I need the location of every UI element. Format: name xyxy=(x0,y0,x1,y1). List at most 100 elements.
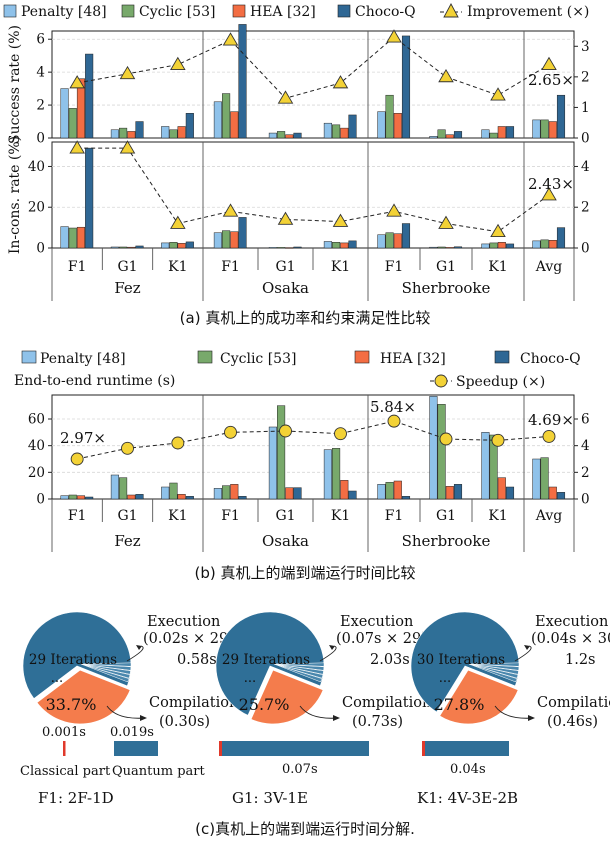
legend-swatch-choco-q xyxy=(337,4,351,18)
legend-label: HEA [32] xyxy=(250,4,316,20)
improvement-marker xyxy=(438,215,454,229)
bar-cyclic xyxy=(119,127,128,139)
bar-hea xyxy=(285,487,294,500)
pie-slice-iteration xyxy=(468,662,520,667)
arrow-head xyxy=(140,715,147,721)
speedup-marker xyxy=(491,433,505,447)
speedup-marker xyxy=(387,414,401,428)
trend-line xyxy=(77,36,550,99)
iterations-label: 29 Iterations xyxy=(222,652,310,668)
execution-total: 2.03s xyxy=(370,652,410,668)
improvement-marker xyxy=(386,203,402,217)
improvement-marker xyxy=(332,213,349,227)
bar-penalty xyxy=(60,495,69,500)
pie-slice-iteration xyxy=(273,663,324,675)
bar-choco-q xyxy=(293,132,302,139)
bar-cyclic xyxy=(385,482,394,500)
y2-tick-label: 0 xyxy=(581,492,590,508)
legend-swatch-hea xyxy=(232,4,246,18)
bar-cyclic xyxy=(437,246,446,249)
speedup-marker xyxy=(171,436,185,450)
bar-cyclic xyxy=(540,239,549,249)
x-tick-label: K1 xyxy=(331,259,350,275)
bar-hea xyxy=(177,126,186,139)
bar-cyclic xyxy=(277,131,286,139)
bar-choco-q xyxy=(401,35,411,139)
bar-penalty xyxy=(323,122,332,139)
y2-tick-label: 1 xyxy=(581,100,590,116)
bar-hea xyxy=(393,480,402,500)
pie-slice-execution xyxy=(410,611,520,713)
bar-cyclic xyxy=(169,242,178,249)
pie-slice-iteration xyxy=(468,663,519,675)
pie-slice-iteration xyxy=(468,663,520,671)
improvement-marker xyxy=(490,223,506,238)
bar-hea xyxy=(230,484,239,500)
runtime-axis-title: End-to-end runtime (s) xyxy=(14,373,175,389)
legend-label: Cyclic [53] xyxy=(139,4,215,20)
bar-penalty xyxy=(213,232,222,249)
improvement-annotation: 2.43× xyxy=(528,175,574,193)
iterations-label: 29 Iterations xyxy=(29,652,117,668)
bar-choco-q xyxy=(505,126,515,139)
bar-hea xyxy=(393,233,402,249)
bar-choco-q xyxy=(185,241,194,249)
x-tick-label: K1 xyxy=(488,259,507,275)
improvement-marker xyxy=(277,211,294,225)
arrow-head xyxy=(136,645,142,650)
ellipsis-label: ... xyxy=(51,671,63,686)
trend-line xyxy=(77,420,550,460)
speedup-annotation: 5.84× xyxy=(370,398,416,416)
bar-penalty xyxy=(481,432,490,500)
bar-penalty xyxy=(213,488,222,500)
bar-hea xyxy=(340,127,349,139)
improvement-marker xyxy=(119,65,136,80)
y2-tick-label: 6 xyxy=(581,412,590,428)
bar-choco-q xyxy=(453,131,463,139)
y2-tick-label: 2 xyxy=(581,200,590,216)
bar-cyclic xyxy=(489,132,498,139)
improvement-marker xyxy=(170,56,186,70)
bar-choco-q xyxy=(453,246,463,249)
speedup-annotation: 2.97× xyxy=(60,429,106,447)
quantum-part-label: Quantum part xyxy=(112,764,205,779)
improvement-marker xyxy=(490,87,506,101)
bar-hea xyxy=(445,247,454,249)
bar-choco-q xyxy=(348,490,357,500)
bar-hea xyxy=(445,134,454,139)
bar-hea xyxy=(127,131,136,139)
speedup-marker xyxy=(121,441,134,455)
y2-tick-label: 3 xyxy=(581,39,590,55)
improvement-marker xyxy=(170,215,186,229)
bar-cyclic xyxy=(437,404,446,500)
bar-cyclic xyxy=(277,247,286,249)
pie-slice-iteration xyxy=(273,663,324,679)
group-label: Sherbrooke xyxy=(402,279,491,297)
plot-frame xyxy=(51,30,575,139)
pie-slice-iteration xyxy=(80,663,130,683)
speedup-annotation: 4.69× xyxy=(528,411,574,429)
group-label: Sherbrooke xyxy=(402,532,491,550)
quantum-bar xyxy=(114,741,158,756)
bar-hea xyxy=(497,477,506,500)
compilation-pct: 25.7% xyxy=(239,695,290,714)
bar-hea xyxy=(230,231,239,249)
bar-hea xyxy=(548,121,557,139)
group-label: Osaka xyxy=(262,532,309,550)
bar-cyclic xyxy=(68,494,77,500)
bar-cyclic xyxy=(540,119,549,139)
bar-choco-q xyxy=(556,492,566,500)
bar-penalty xyxy=(429,246,438,249)
legend-label: Cyclic [53] xyxy=(220,351,296,367)
x-tick-label: G1 xyxy=(117,259,137,275)
bar-cyclic xyxy=(540,457,549,500)
bar-hea xyxy=(340,242,349,249)
execution-label: Execution xyxy=(535,614,608,630)
bar-penalty xyxy=(429,136,438,139)
bar-penalty xyxy=(161,126,170,139)
classical-bar xyxy=(63,741,66,756)
pie-slice-iteration xyxy=(468,663,519,679)
bar-choco-q xyxy=(401,496,411,500)
bar-penalty xyxy=(323,449,332,500)
caption-a: (a) 真机上的成功率和约束满足性比较 xyxy=(180,309,431,327)
